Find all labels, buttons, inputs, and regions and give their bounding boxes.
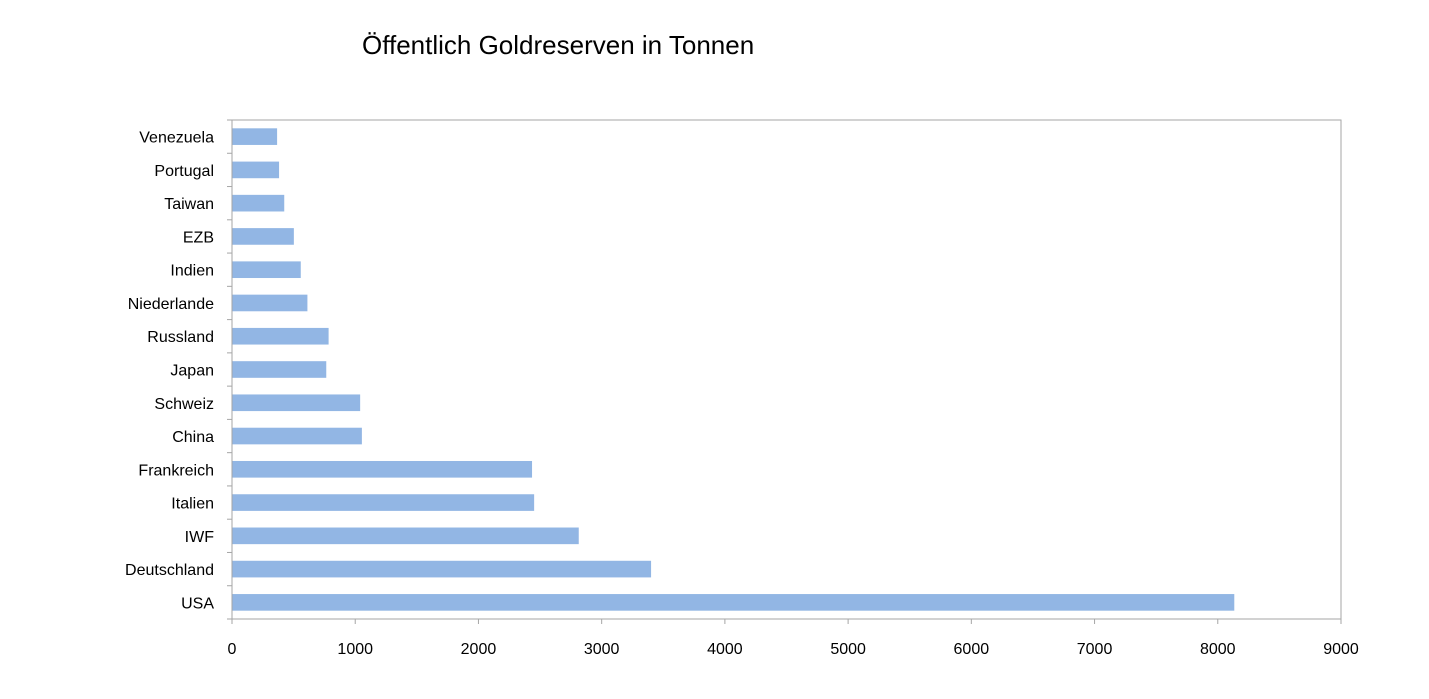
y-tick-label: Portugal <box>154 163 214 180</box>
bar <box>232 327 329 345</box>
x-tick-label: 3000 <box>584 641 620 658</box>
y-tick-label: Taiwan <box>164 196 214 213</box>
y-tick-label: EZB <box>183 229 214 246</box>
y-tick-label: Russland <box>147 329 214 346</box>
y-tick-label: Frankreich <box>138 462 214 479</box>
bar <box>232 194 285 212</box>
bar <box>232 394 361 412</box>
x-axis: 0 1000 2000 3000 4000 5000 6000 7000 8000 9000 <box>228 618 1359 658</box>
bar <box>232 427 362 445</box>
bar <box>232 261 301 279</box>
y-axis: USA Deutschland IWF Italien Frankreich China S… <box>125 119 233 620</box>
y-tick-label: Italien <box>171 496 214 513</box>
bar-series <box>232 128 1235 611</box>
x-tick-label: 2000 <box>461 641 497 658</box>
x-tick-label: 7000 <box>1077 641 1113 658</box>
x-tick-label: 0 <box>228 641 237 658</box>
y-tick-label: Schweiz <box>154 396 214 413</box>
bar <box>232 494 535 511</box>
y-tick-label: USA <box>181 595 214 612</box>
x-tick-label: 6000 <box>954 641 990 658</box>
y-tick-label: Japan <box>170 363 214 380</box>
x-tick-label: 4000 <box>707 641 743 658</box>
bar <box>232 228 294 245</box>
y-tick-label: Deutschland <box>125 562 214 579</box>
y-tick-label: Niederlande <box>128 296 214 313</box>
x-tick-label: 1000 <box>337 641 373 658</box>
bar <box>232 294 308 312</box>
y-tick-label: Indien <box>170 263 214 280</box>
x-tick-label: 9000 <box>1323 641 1359 658</box>
y-tick-label: China <box>172 429 214 446</box>
bar <box>232 128 278 145</box>
bar <box>232 594 1235 611</box>
bar <box>232 361 327 378</box>
chart-title: Öffentlich Goldreserven in Tonnen <box>362 30 755 60</box>
y-tick-label: Venezuela <box>139 130 214 147</box>
y-tick-label: IWF <box>185 529 215 546</box>
bar <box>232 560 652 578</box>
bar <box>232 527 579 545</box>
bar <box>232 161 280 179</box>
bar <box>232 460 533 478</box>
x-tick-label: 8000 <box>1200 641 1236 658</box>
x-tick-label: 5000 <box>830 641 866 658</box>
